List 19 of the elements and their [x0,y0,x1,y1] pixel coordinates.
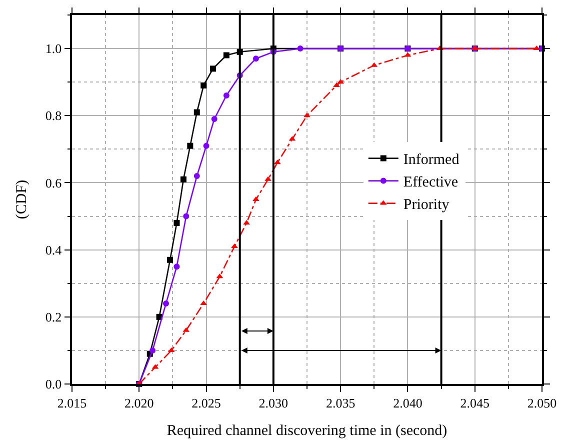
legend-label: Priority [403,197,450,214]
x-tick-label: 2.035 [326,395,356,410]
y-tick-label: 0.2 [45,309,62,324]
x-tick-label: 2.040 [393,395,422,410]
x-tick-label: 2.050 [527,395,557,410]
y-tick-label: 0.0 [45,376,62,392]
y-tick-label: 1.0 [45,41,62,56]
x-tick-label: 2.020 [124,395,154,410]
x-tick-label: 2.045 [460,395,490,410]
x-axis-title: Required channel discovering time in (second) [166,422,448,439]
x-tick-label: 2.025 [192,395,221,410]
y-tick-label: 0.6 [45,175,62,190]
legend-label: Informed [403,152,460,168]
legend-label: Effective [403,174,458,191]
x-tick-label: 2.030 [258,395,288,410]
y-axis-title: (CDF) [14,180,30,220]
y-tick-label: 0.8 [45,108,62,124]
x-tick-label: 2.015 [57,395,87,410]
y-tick-label: 0.4 [45,242,62,258]
